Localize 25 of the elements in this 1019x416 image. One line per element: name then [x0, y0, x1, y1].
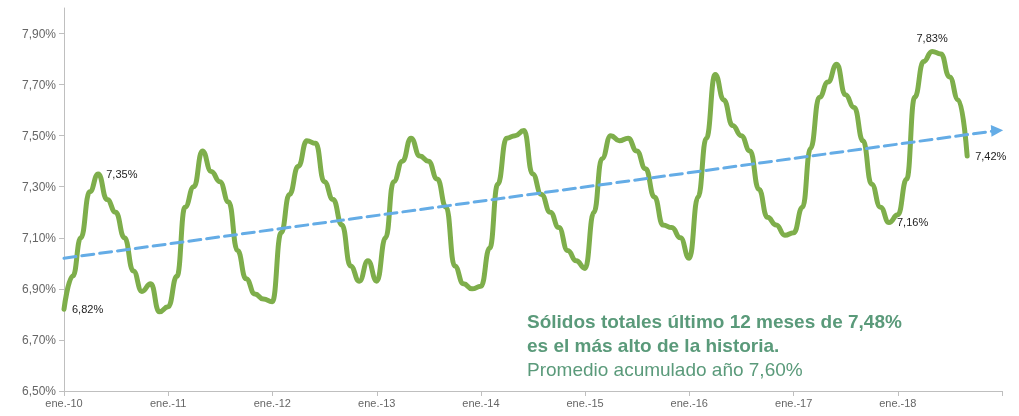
x-tick-label: ene.-17 — [775, 396, 813, 409]
x-tick-label: ene.-14 — [462, 396, 500, 409]
y-tick-label: 6,90% — [21, 281, 57, 296]
x-tick-label: ene.-15 — [566, 396, 604, 409]
x-tick-label: ene.-13 — [358, 396, 396, 409]
y-tick-label: 7,70% — [21, 77, 57, 92]
y-tick-label: 6,70% — [21, 332, 57, 347]
data-label: 7,16% — [896, 216, 929, 229]
x-tick-label: ene.-12 — [253, 396, 291, 409]
y-tick-label: 7,50% — [21, 128, 57, 143]
annotation: es el más alto de la historia. — [527, 335, 780, 356]
data-label: 7,42% — [975, 150, 1007, 163]
data-label: 7,83% — [916, 31, 948, 44]
annotation: Sólidos totales último 12 meses de 7,48% — [527, 311, 902, 332]
x-tick-label: ene.-18 — [879, 396, 917, 409]
data-label: 7,35% — [106, 167, 138, 180]
x-tick-label: ene.-10 — [45, 396, 83, 409]
y-tick-label: 7,10% — [21, 230, 57, 245]
x-tick-label: ene.-11 — [149, 396, 187, 409]
y-tick-label: 7,90% — [21, 26, 57, 41]
y-tick-label: 6,50% — [21, 384, 57, 398]
y-tick-label: 7,30% — [21, 179, 57, 194]
data-label: 6,82% — [72, 303, 104, 316]
x-tick-label: ene.-16 — [670, 396, 708, 409]
annotation: Promedio acumulado año 7,60% — [527, 359, 803, 380]
